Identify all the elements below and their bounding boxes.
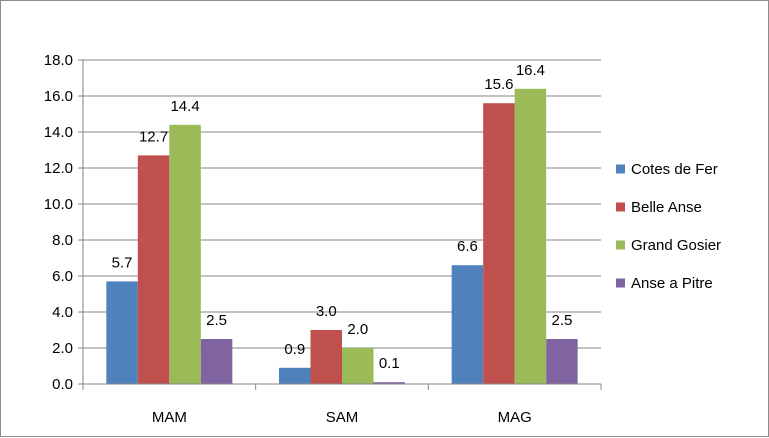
y-tick-label: 16.0 — [44, 88, 73, 105]
data-label: 2.5 — [206, 312, 227, 329]
y-tick-label: 6.0 — [52, 268, 73, 285]
y-tick-label: 8.0 — [52, 232, 73, 249]
x-category-label: MAG — [498, 409, 532, 426]
legend-item: Belle Anse — [616, 199, 702, 216]
legend-swatch — [616, 278, 625, 288]
y-axis-tick-labels: 0.0 2.0 4.0 6.0 8.0 10.0 12.0 14.0 16.0 18.0 — [44, 52, 73, 393]
x-category-label: SAM — [326, 409, 359, 426]
legend-label: Belle Anse — [631, 199, 702, 216]
legend-swatch — [616, 202, 625, 212]
data-label: 0.1 — [379, 355, 400, 372]
data-labels: 5.7 12.714.4 2.5 0.9 3.0 2.0 0.1 6.6 15.616.4 2.5 — [112, 62, 573, 372]
bars — [106, 88, 578, 385]
data-label: 2.0 — [347, 321, 368, 338]
legend-swatch — [616, 240, 625, 250]
bar-belle-anse — [483, 103, 515, 384]
legend-item: Cotes de Fer — [616, 161, 718, 178]
bar-cotes-de-fer — [279, 367, 311, 384]
data-label: 12.7 — [139, 128, 168, 145]
bar-grand-gosier — [514, 88, 547, 385]
x-category-label: MAM — [152, 409, 187, 426]
bar-anse-a-pitre — [546, 339, 578, 384]
bar-belle-anse — [310, 330, 342, 384]
y-tick-label: 10.0 — [44, 196, 73, 213]
data-label: 16.4 — [516, 62, 545, 79]
legend-label: Grand Gosier — [631, 237, 721, 254]
legend-label: Cotes de Fer — [631, 161, 718, 178]
data-label: 15.6 — [484, 76, 513, 93]
data-label: 2.5 — [551, 312, 572, 329]
bar-cotes-de-fer — [451, 265, 484, 384]
y-tick-label: 4.0 — [52, 304, 73, 321]
data-label: 3.0 — [316, 303, 337, 320]
bar-cotes-de-fer — [106, 281, 138, 384]
legend-item: Grand Gosier — [616, 237, 721, 254]
y-tick-label: 18.0 — [44, 52, 73, 69]
data-label: 0.9 — [284, 341, 305, 358]
y-tick-label: 2.0 — [52, 340, 73, 357]
data-label: 5.7 — [112, 254, 133, 271]
bar-grand-gosier — [342, 348, 374, 384]
bar-anse-a-pitre — [200, 339, 233, 384]
bar-grand-gosier — [169, 124, 201, 385]
legend: Cotes de Fer Belle Anse Grand Gosier Anse a… — [616, 161, 721, 292]
bar-anse-a-pitre — [373, 382, 405, 384]
data-label: 6.6 — [457, 238, 478, 255]
y-tick-label: 0.0 — [52, 376, 73, 393]
legend-label: Anse a Pitre — [631, 275, 713, 292]
bar-belle-anse — [137, 155, 170, 384]
x-axis-category-labels: MAM SAM MAG — [152, 409, 532, 426]
data-label: 14.4 — [170, 98, 199, 115]
legend-swatch — [616, 164, 625, 174]
y-tick-label: 14.0 — [44, 124, 73, 141]
axes — [78, 59, 602, 390]
legend-item: Anse a Pitre — [616, 275, 713, 292]
y-tick-label: 12.0 — [44, 160, 73, 177]
